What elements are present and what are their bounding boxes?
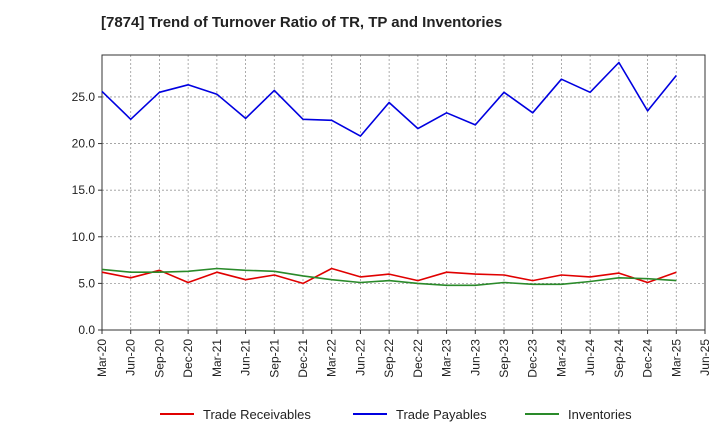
x-tick-label: Jun-21 [239, 339, 253, 376]
x-tick-label: Jun-25 [698, 339, 712, 376]
x-tick-label: Mar-23 [440, 339, 454, 377]
x-tick-label: Sep-24 [612, 339, 626, 378]
plot-frame [101, 54, 706, 331]
x-tick-label: Dec-24 [641, 339, 655, 378]
x-tick-label: Jun-23 [468, 339, 482, 376]
series-line-3 [101, 267, 677, 287]
series-line-2 [101, 61, 677, 137]
y-tick-label: 15.0 [72, 183, 96, 197]
x-tick-label: Dec-23 [526, 339, 540, 378]
legend-label-1: Trade Receivables [203, 407, 311, 422]
x-tick-label: Mar-21 [210, 339, 224, 377]
x-tick-label: Mar-20 [95, 339, 109, 377]
plot-area [102, 55, 705, 330]
y-tick-label: 5.0 [78, 276, 95, 290]
legend: Trade Receivables Trade Payables Inventori… [160, 407, 632, 422]
y-tick-label: 10.0 [72, 230, 96, 244]
legend-label-3: Inventories [568, 407, 632, 422]
series-line-1 [101, 267, 677, 285]
x-tick-label: Dec-20 [181, 339, 195, 378]
legend-label-2: Trade Payables [396, 407, 487, 422]
x-tick-label: Sep-23 [497, 339, 511, 378]
x-tick-label: Sep-21 [267, 339, 281, 378]
x-tick-label: Dec-22 [411, 339, 425, 378]
x-tick-label: Mar-25 [669, 339, 683, 377]
series-layer [101, 61, 677, 287]
x-tick-label: Jun-20 [124, 339, 138, 376]
x-tick-label: Mar-24 [554, 339, 568, 377]
chart-title: [7874] Trend of Turnover Ratio of TR, TP… [101, 14, 503, 31]
x-tick-label: Sep-22 [382, 339, 396, 378]
x-tick-label: Dec-21 [296, 339, 310, 378]
x-tick-label: Mar-22 [325, 339, 339, 377]
x-tick-label: Jun-22 [353, 339, 367, 376]
y-tick-label: 0.0 [78, 323, 95, 337]
axis-layer: 0.0 5.0 10.0 15.0 20.0 25.0 Mar-20 Jun-20 Sep-20… [72, 54, 712, 378]
y-tick-label: 20.0 [72, 137, 96, 151]
grid-layer [102, 55, 705, 330]
x-tick-label: Sep-20 [152, 339, 166, 378]
x-tick-label: Jun-24 [583, 339, 597, 376]
y-tick-label: 25.0 [72, 90, 96, 104]
